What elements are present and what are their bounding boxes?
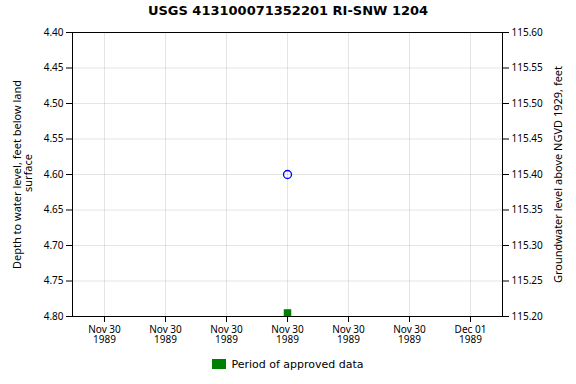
svg-text:4.50: 4.50 [44,96,64,110]
svg-text:Dec 011989: Dec 011989 [455,322,487,346]
svg-text:Nov 301989: Nov 301989 [332,322,365,346]
svg-text:Depth to water level, feet bel: Depth to water level, feet below land su… [9,80,35,269]
svg-text:Nov 301989: Nov 301989 [210,322,243,346]
svg-text:4.65: 4.65 [44,202,64,216]
svg-text:4.80: 4.80 [44,309,64,323]
svg-text:4.55: 4.55 [44,131,64,145]
svg-text:Nov 301989: Nov 301989 [393,322,426,346]
svg-text:Groundwater level above NGVD 1: Groundwater level above NGVD 1929, feet [550,66,565,283]
html-text:USGS 413100071352201 RI-SNW 12: USGS 413100071352201 RI-SNW 1204 [147,3,429,18]
svg-text:115.50: 115.50 [512,96,544,110]
svg-text:115.45: 115.45 [512,131,544,145]
svg-text:4.40: 4.40 [44,25,64,39]
html-text:Period of approved data: Period of approved data [231,357,364,371]
svg-text:115.40: 115.40 [512,167,544,181]
svg-text:4.45: 4.45 [44,60,64,74]
svg-text:115.35: 115.35 [512,202,544,216]
svg-text:Nov 301989: Nov 301989 [271,322,304,346]
svg-text:115.25: 115.25 [512,273,544,287]
svg-text:115.55: 115.55 [512,60,544,74]
svg-text:4.60: 4.60 [44,167,64,181]
svg-text:4.70: 4.70 [44,238,64,252]
svg-text:4.75: 4.75 [44,273,64,287]
svg-text:115.60: 115.60 [512,25,544,39]
svg-text:115.30: 115.30 [512,238,544,252]
svg-text:Nov 301989: Nov 301989 [149,322,182,346]
svg-text:115.20: 115.20 [512,309,544,323]
svg-text:Nov 301989: Nov 301989 [88,322,121,346]
